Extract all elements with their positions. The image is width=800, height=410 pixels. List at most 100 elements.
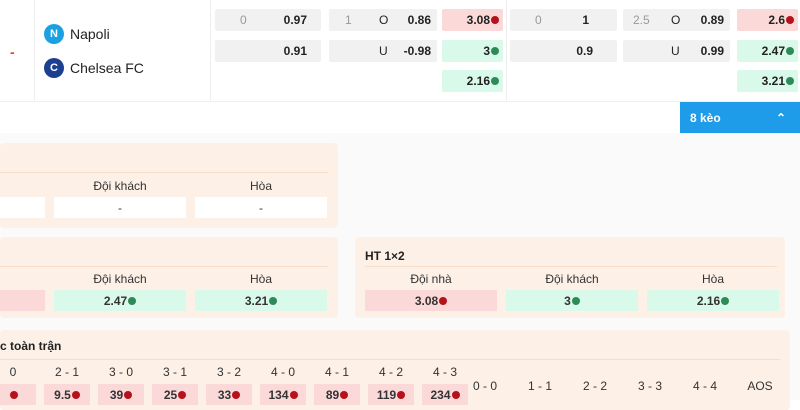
arrow-down-icon — [340, 390, 349, 399]
home-team[interactable]: N Napoli — [44, 24, 110, 44]
odds-away[interactable]: 2.47 — [54, 290, 186, 311]
row-divider — [0, 101, 800, 102]
odds: 39 — [109, 387, 124, 402]
score-label: 0 — [9, 365, 17, 379]
more-odds-label: 8 kèo — [690, 110, 721, 125]
ft-1x2-home[interactable]: 3.08 — [442, 9, 503, 31]
home-team-name: Napoli — [70, 26, 110, 42]
ht-1x2-panel: HT 1×2 Đội nhà Đội khách Hòa 3.08 3 2.16 — [355, 237, 785, 318]
score-odds[interactable]: 39 — [98, 384, 144, 405]
arrow-up-icon — [721, 296, 730, 305]
odds: 2.16 — [696, 293, 721, 308]
panel-title: HT 1×2 — [365, 249, 405, 263]
ft-under[interactable]: U -0.98 — [329, 40, 437, 62]
ht-over[interactable]: 2.5 O 0.89 — [623, 9, 730, 31]
odds: 0.86 — [407, 13, 431, 27]
ht-1x2-home[interactable]: 2.6 — [737, 9, 798, 31]
arrow-down-icon — [786, 16, 794, 24]
ft-over[interactable]: 1 O 0.86 — [329, 9, 437, 31]
match-status: - — [10, 44, 15, 60]
handicap-line: 0 — [240, 13, 247, 27]
draw-score-label: 1 - 1 — [527, 379, 552, 393]
market-panel-1: Đội khách Hòa - - — [0, 143, 338, 228]
odds: 0.99 — [700, 44, 724, 58]
score-odds[interactable]: 33 — [206, 384, 252, 405]
odds: 234 — [430, 387, 451, 402]
draw-score-label: 4 - 4 — [692, 379, 717, 393]
odds: 9.5 — [54, 387, 71, 402]
odds: 33 — [217, 387, 232, 402]
odds-away[interactable]: 3 — [506, 290, 638, 311]
score-label: 3 - 1 — [162, 365, 187, 379]
arrow-up-icon — [128, 296, 137, 305]
score-odds[interactable]: 119 — [368, 384, 414, 405]
ht-1x2-away[interactable]: 2.47 — [737, 40, 798, 62]
odds: 0.91 — [283, 44, 307, 58]
arrow-down-icon — [491, 16, 499, 24]
away-team-name: Chelsea FC — [70, 60, 144, 76]
away-team[interactable]: C Chelsea FC — [44, 58, 144, 78]
draw-score-label: 3 - 3 — [637, 379, 662, 393]
draw-score-label: AOS — [747, 379, 773, 393]
ft-handicap-away[interactable]: 0.91 — [215, 40, 321, 62]
score-label: 4 - 1 — [324, 365, 349, 379]
ht-handicap-away[interactable]: 0.9 — [510, 40, 617, 62]
market-panel-2: Đội khách Hòa 2.47 3.21 — [0, 237, 338, 318]
arrow-up-icon — [269, 296, 278, 305]
arrow-down-icon — [178, 390, 187, 399]
label-home: Đội nhà — [410, 272, 452, 286]
ht-1x2-draw[interactable]: 3.21 — [737, 70, 798, 92]
over-label: O — [379, 13, 389, 27]
odds-draw[interactable]: 2.16 — [647, 290, 779, 311]
odds: 2.47 — [103, 293, 128, 308]
label-away: Đội khách — [93, 179, 147, 193]
score-label: 3 - 0 — [108, 365, 133, 379]
correct-score-panel: c toàn trận 0 2 - 1 9.5 3 - 0 39 3 - 1 25 3 - 2… — [0, 330, 790, 410]
ft-1x2-away[interactable]: 3 — [442, 40, 503, 62]
arrow-down-icon — [439, 296, 448, 305]
odds: 0.89 — [700, 13, 724, 27]
draw-score-label: 0 - 0 — [472, 379, 497, 393]
odds: 25 — [163, 387, 178, 402]
odds-draw[interactable]: 3.21 — [195, 290, 327, 311]
panel-title: c toàn trận — [0, 339, 62, 353]
odds: 3.08 — [466, 13, 490, 27]
odds-home[interactable]: 3.08 — [365, 290, 497, 311]
score-odds[interactable] — [0, 384, 36, 405]
label-draw: Hòa — [249, 179, 272, 193]
score-label: 4 - 2 — [378, 365, 403, 379]
label-draw: Hòa — [249, 272, 272, 286]
label-away: Đội khách — [93, 272, 147, 286]
handicap-line: 0 — [535, 13, 542, 27]
odds: 3 — [564, 293, 571, 308]
odds: 3.21 — [244, 293, 269, 308]
draw-score-label: 2 - 2 — [582, 379, 607, 393]
ft-1x2-draw[interactable]: 2.16 — [442, 70, 503, 92]
odds: 3.21 — [761, 74, 785, 88]
more-odds-button[interactable]: 8 kèo ⌃ — [680, 102, 800, 133]
odds-away[interactable]: - — [54, 197, 186, 218]
arrow-up-icon — [491, 77, 499, 85]
odds: 89 — [325, 387, 340, 402]
odds-home[interactable] — [0, 197, 45, 218]
odds-home[interactable] — [0, 290, 45, 311]
divider — [210, 0, 211, 100]
odds: 3.08 — [414, 293, 439, 308]
odds: 119 — [376, 387, 397, 402]
under-label: U — [671, 44, 680, 58]
odds-draw[interactable]: - — [195, 197, 327, 218]
arrow-down-icon — [232, 390, 241, 399]
score-odds[interactable]: 25 — [152, 384, 198, 405]
score-odds[interactable]: 134 — [260, 384, 306, 405]
arrow-up-icon — [491, 47, 499, 55]
divider — [34, 0, 35, 100]
ht-under[interactable]: U 0.99 — [623, 40, 730, 62]
ft-handicap-home[interactable]: 0 0.97 — [215, 9, 321, 31]
score-odds[interactable]: 89 — [314, 384, 360, 405]
chelsea-logo-icon: C — [44, 58, 64, 78]
arrow-up-icon — [571, 296, 580, 305]
score-label: 4 - 0 — [270, 365, 295, 379]
score-odds[interactable]: 9.5 — [44, 384, 90, 405]
arrow-down-icon — [397, 390, 406, 399]
